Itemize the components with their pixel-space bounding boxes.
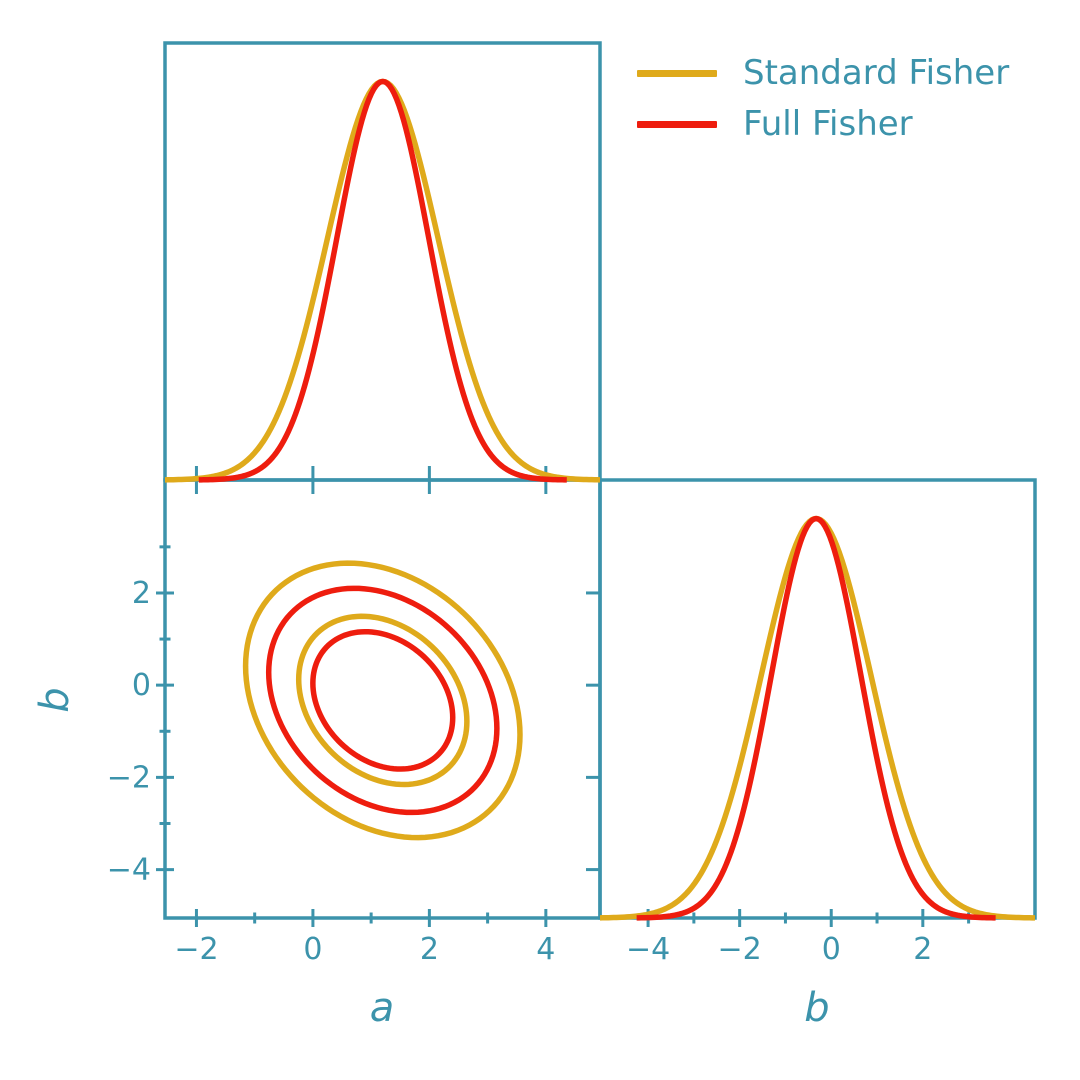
panel-b-marginal-frame (598, 478, 1037, 920)
contour-standard-2sigma (242, 560, 523, 841)
xlabel-a: a (369, 985, 395, 1031)
contour-full-1sigma (310, 628, 456, 772)
tick-label-b: −2 (107, 760, 151, 795)
contour-full-2sigma (265, 585, 500, 816)
legend-line-full-fisher-swatch (637, 120, 717, 128)
panel-ab-joint-frame (163, 478, 602, 920)
tick-label-b: −2 (718, 932, 762, 967)
contour-standard-1sigma (295, 613, 470, 788)
tick-label-a: 4 (536, 932, 555, 967)
legend-item-standard-fisher: Standard Fisher (637, 56, 1009, 90)
legend-label-standard-fisher: Standard Fisher (743, 53, 1010, 93)
tick-label-b: 2 (132, 576, 151, 611)
panel-a-marginal-frame (163, 41, 602, 482)
gaussian-curve-a-full (198, 78, 568, 483)
gaussian-curve-b-standard (599, 515, 1036, 921)
tick-label-b: −4 (626, 932, 670, 967)
legend-label-full-fisher: Full Fisher (743, 104, 913, 144)
tick-label-b: −4 (107, 853, 151, 888)
tick-label-b: 0 (132, 668, 151, 703)
tick-label-a: −2 (174, 932, 218, 967)
tick-label-b: 0 (822, 932, 841, 967)
legend: Standard Fisher Full Fisher (637, 56, 1009, 141)
ylabel-b: b (32, 687, 78, 713)
tick-label-a: 2 (420, 932, 439, 967)
tick-label-a: 0 (303, 932, 322, 967)
gaussian-curve-b-full (636, 515, 997, 921)
legend-item-full-fisher: Full Fisher (637, 107, 1009, 141)
gaussian-curve-a-standard (164, 78, 601, 483)
legend-line-standard-fisher-swatch (637, 69, 717, 77)
tick-label-b: 2 (913, 932, 932, 967)
xlabel-b: b (804, 985, 830, 1031)
